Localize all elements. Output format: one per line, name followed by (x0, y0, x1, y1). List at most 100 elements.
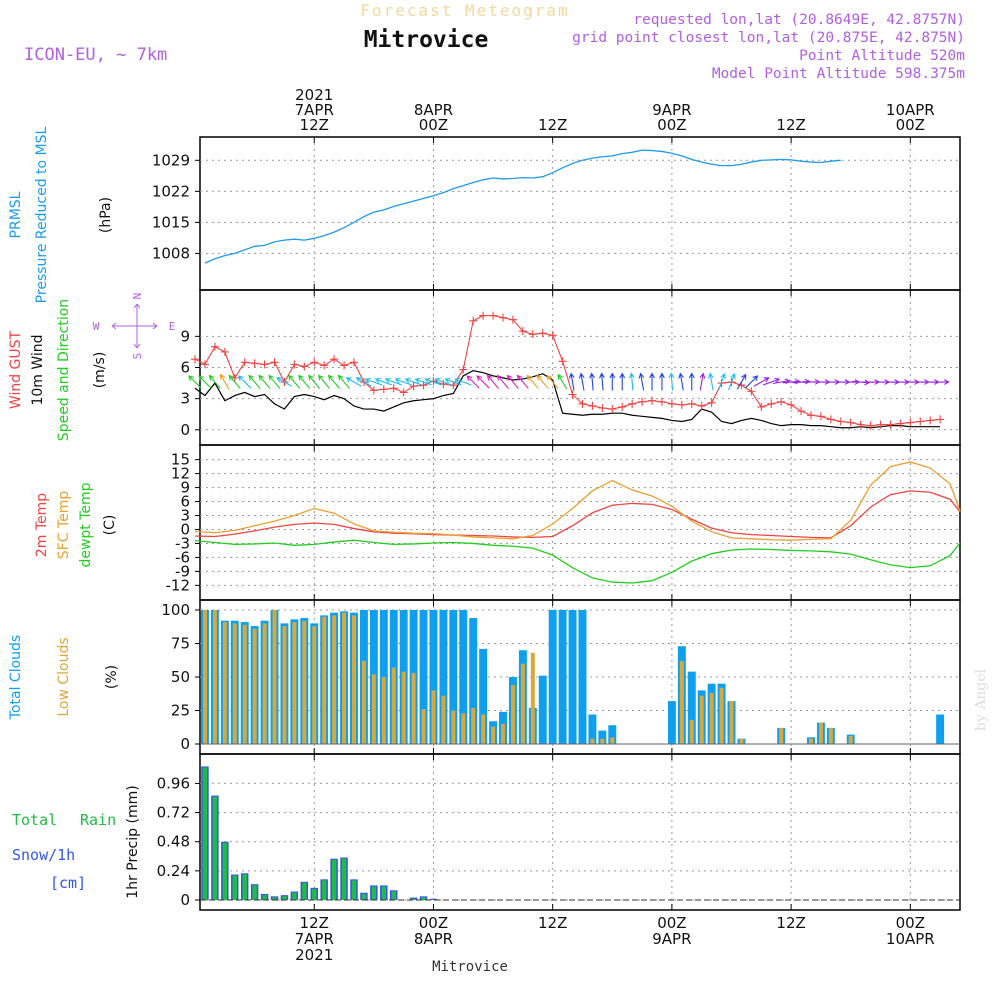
wind-arrow (237, 375, 252, 389)
compass-n: N (131, 293, 144, 300)
credit-watermark: by Angel (973, 668, 989, 731)
wind-arrow (609, 372, 616, 391)
cloud-low-bar (719, 687, 724, 744)
precip-rain-bar (341, 858, 347, 900)
wind-arrow (268, 374, 281, 389)
axis-label-prmsl: PRMSL (8, 191, 24, 238)
wind-arrow (792, 378, 811, 385)
axis-label-total: Total Clouds (8, 635, 24, 720)
wind-arrow (782, 378, 801, 385)
pressure-line (204, 149, 841, 264)
precip-rain-bar (312, 888, 317, 900)
label-total: Total (12, 811, 57, 829)
wind-arrow (526, 374, 539, 389)
panel-wind: 0 3 6 9 Wind GUST 10m Wind Speed and Direction… (8, 290, 961, 446)
gust-marker (767, 399, 776, 408)
precip-rain-bar (411, 898, 416, 900)
gust-marker (499, 313, 508, 322)
y-tick-label: 9 (180, 479, 190, 497)
gust-marker (568, 390, 577, 399)
precip-axis-label: 1hr Precip (mm) (125, 785, 141, 898)
gust-marker (538, 329, 547, 338)
time-label-bottom: 00Z (896, 914, 925, 932)
gust-marker (290, 360, 299, 369)
gust-marker (588, 401, 597, 410)
gust-marker (787, 400, 796, 409)
y-tick-label: -3 (175, 534, 190, 552)
time-label-bottom: 7APR (295, 930, 334, 948)
cloud-low-bar (848, 735, 853, 744)
wind-arrow (276, 377, 293, 387)
axis-label-unit: (%) (104, 665, 120, 689)
y-tick-label: 75 (171, 635, 190, 653)
wind-arrow (404, 377, 422, 386)
y-tick-label: 50 (171, 668, 190, 686)
wind-arrow (414, 377, 432, 386)
cloud-low-bar (411, 672, 416, 744)
cloud-low-bar (779, 727, 784, 744)
cloud-low-bar (252, 628, 257, 744)
wind-arrow (220, 373, 230, 390)
wind-arrow (345, 377, 362, 387)
chart-subtitle: Forecast Meteogram (360, 1, 569, 20)
temp-line-2 (194, 539, 961, 584)
cloud-total-bar (687, 671, 696, 744)
gust-marker (250, 359, 259, 368)
wind-arrow (364, 377, 383, 386)
y-tick-label: 15 (171, 451, 190, 469)
gust-marker (270, 358, 279, 367)
gust-marker (816, 412, 825, 421)
panel-clouds: 0 25 50 75 100 Total Clouds Low Clouds (%) (8, 599, 961, 755)
chart-title: Mitrovice (364, 27, 489, 53)
precip-rain-bar (361, 893, 367, 900)
gust-marker (886, 420, 895, 429)
wind-arrow (496, 374, 509, 389)
cloud-low-bar (352, 615, 356, 744)
gust-marker (369, 386, 378, 395)
cloud-total-bar (419, 610, 428, 744)
wind-arrow (744, 375, 759, 389)
cloud-low-bar (590, 738, 595, 744)
compass-rose: W ENS (93, 293, 176, 360)
gust-marker (667, 399, 676, 408)
gust-marker (310, 358, 319, 367)
wind-line (194, 369, 941, 429)
gust-marker (638, 397, 647, 406)
cloud-total-bar (469, 618, 478, 744)
time-label-top: 12Z (300, 116, 329, 134)
cloud-total-bar (667, 701, 676, 744)
y-tick-label: 25 (171, 702, 190, 720)
gust-marker (618, 402, 627, 411)
cloud-total-bar (429, 610, 438, 744)
wind-arrow (678, 372, 684, 391)
cloud-low-bar (818, 722, 823, 744)
wind-arrow (578, 372, 585, 391)
gust-marker (548, 331, 557, 340)
cloud-low-bar (530, 652, 535, 744)
cloud-low-bar (709, 693, 714, 744)
wind-arrow (931, 379, 950, 385)
precip-rain-bar (242, 874, 247, 900)
gust-marker (340, 361, 349, 370)
wind-arrow (384, 377, 402, 386)
precip-rain-bar (222, 842, 228, 900)
y-tick-label: 1015 (152, 213, 190, 231)
wind-arrow (248, 374, 261, 389)
precip-rain-bar (252, 885, 257, 900)
time-label-bottom: 00Z (419, 914, 448, 932)
y-tick-label: 6 (180, 493, 190, 511)
time-label-top: 12Z (538, 116, 567, 134)
compass-w: W (93, 320, 100, 333)
axis-label-gust: Wind GUST (8, 330, 24, 409)
cloud-low-bar (729, 701, 734, 744)
wind-arrow (516, 374, 529, 389)
wind-arrow (546, 374, 559, 389)
panel-precip: 0 0.24 0.48 0.72 0.96 Total Rain Snow/1h [cm] 1hr… (12, 753, 961, 911)
cloud-low-bar (292, 622, 297, 744)
cloud-low-bar (222, 622, 227, 744)
cloud-low-bar (272, 610, 277, 744)
gust-marker (558, 357, 567, 366)
wind-arrow (434, 377, 452, 386)
y-tick-label: 0.72 (157, 804, 190, 822)
